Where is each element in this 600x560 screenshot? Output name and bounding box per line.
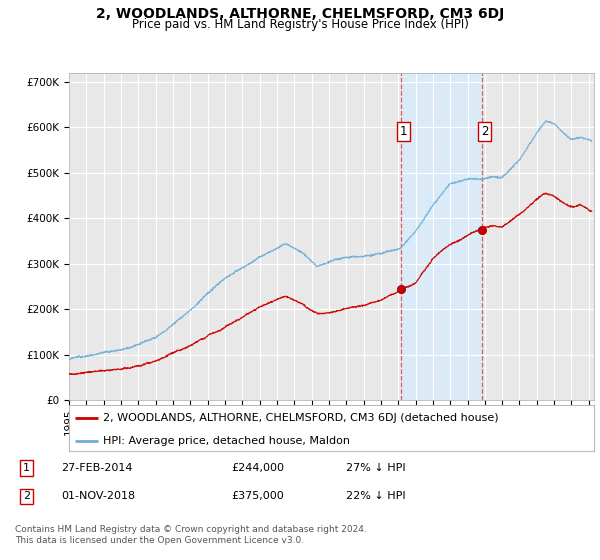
Text: HPI: Average price, detached house, Maldon: HPI: Average price, detached house, Mald…: [103, 436, 350, 446]
Text: £375,000: £375,000: [231, 491, 284, 501]
Text: 1: 1: [400, 125, 407, 138]
Text: 2: 2: [23, 491, 30, 501]
Text: 2, WOODLANDS, ALTHORNE, CHELMSFORD, CM3 6DJ: 2, WOODLANDS, ALTHORNE, CHELMSFORD, CM3 …: [96, 7, 504, 21]
Text: Price paid vs. HM Land Registry's House Price Index (HPI): Price paid vs. HM Land Registry's House …: [131, 18, 469, 31]
Text: 2: 2: [481, 125, 488, 138]
Text: 01-NOV-2018: 01-NOV-2018: [61, 491, 135, 501]
Text: 27-FEB-2014: 27-FEB-2014: [61, 463, 133, 473]
Text: 2, WOODLANDS, ALTHORNE, CHELMSFORD, CM3 6DJ (detached house): 2, WOODLANDS, ALTHORNE, CHELMSFORD, CM3 …: [103, 413, 499, 423]
Text: Contains HM Land Registry data © Crown copyright and database right 2024.
This d: Contains HM Land Registry data © Crown c…: [15, 525, 367, 545]
Text: 27% ↓ HPI: 27% ↓ HPI: [346, 463, 406, 473]
Bar: [401, 73, 482, 400]
Text: £244,000: £244,000: [231, 463, 284, 473]
Text: 22% ↓ HPI: 22% ↓ HPI: [346, 491, 406, 501]
Text: 1: 1: [23, 463, 30, 473]
